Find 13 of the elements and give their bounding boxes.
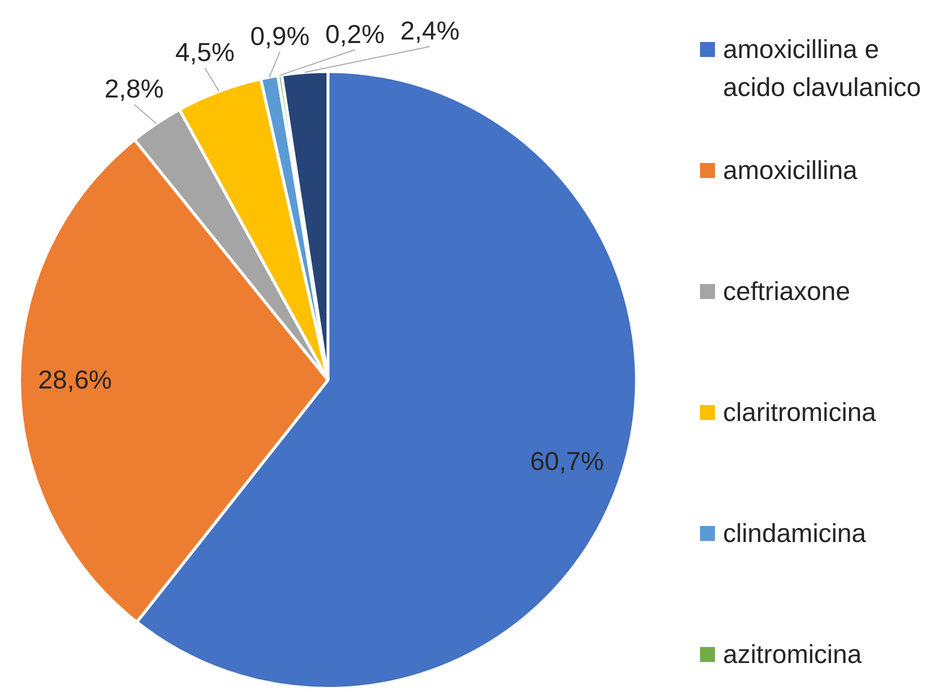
data-label: 0,9% xyxy=(250,21,310,52)
data-label: 4,5% xyxy=(175,37,235,68)
data-label: 0,2% xyxy=(325,18,385,49)
legend-label: claritromicina xyxy=(723,396,876,429)
legend-label: clindamicina xyxy=(723,517,866,550)
legend-label: ceftriaxone xyxy=(723,275,850,308)
legend-label: azitromicina xyxy=(723,638,862,671)
legend-label: amoxicillina xyxy=(723,154,858,187)
data-label: 60,7% xyxy=(530,446,604,476)
legend-label: amoxicillina e acido clavulanico xyxy=(723,33,922,104)
data-label: 2,8% xyxy=(104,74,164,104)
data-label: 28,6% xyxy=(38,364,112,394)
data-label: 2,4% xyxy=(400,16,460,46)
